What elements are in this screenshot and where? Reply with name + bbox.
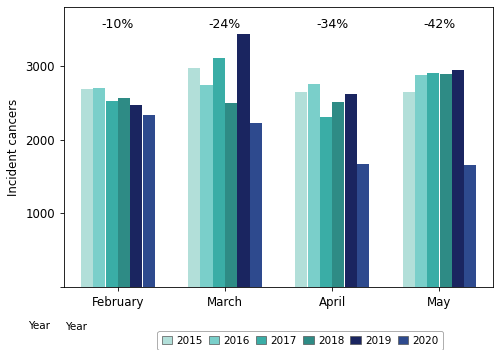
Bar bbox=[402, 92, 414, 287]
Text: -42%: -42% bbox=[424, 18, 456, 31]
Bar bbox=[308, 84, 320, 287]
Bar bbox=[452, 70, 464, 287]
Bar bbox=[225, 104, 237, 287]
Bar bbox=[118, 98, 130, 287]
Bar bbox=[464, 164, 476, 287]
Bar bbox=[427, 73, 440, 287]
Bar bbox=[296, 92, 308, 287]
Bar bbox=[250, 122, 262, 287]
Legend: 2015, 2016, 2017, 2018, 2019, 2020: 2015, 2016, 2017, 2018, 2019, 2020 bbox=[158, 331, 443, 350]
Bar bbox=[93, 88, 106, 287]
Bar bbox=[344, 94, 357, 287]
Text: Year: Year bbox=[28, 321, 50, 331]
Bar bbox=[142, 115, 154, 287]
Bar bbox=[238, 34, 250, 287]
Bar bbox=[320, 117, 332, 287]
Bar bbox=[106, 100, 118, 287]
Text: Year: Year bbox=[65, 322, 87, 332]
Bar bbox=[130, 105, 142, 287]
Bar bbox=[440, 74, 452, 287]
Bar bbox=[415, 76, 427, 287]
Text: -24%: -24% bbox=[209, 18, 241, 31]
Bar bbox=[81, 90, 93, 287]
Bar bbox=[188, 68, 200, 287]
Text: -34%: -34% bbox=[316, 18, 348, 31]
Bar bbox=[357, 164, 369, 287]
Text: -10%: -10% bbox=[102, 18, 134, 31]
Bar bbox=[213, 58, 225, 287]
Bar bbox=[332, 102, 344, 287]
Bar bbox=[200, 85, 212, 287]
Y-axis label: Incident cancers: Incident cancers bbox=[7, 98, 20, 196]
